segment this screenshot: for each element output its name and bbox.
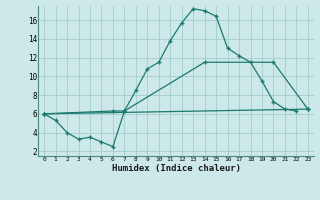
X-axis label: Humidex (Indice chaleur): Humidex (Indice chaleur) (111, 164, 241, 173)
